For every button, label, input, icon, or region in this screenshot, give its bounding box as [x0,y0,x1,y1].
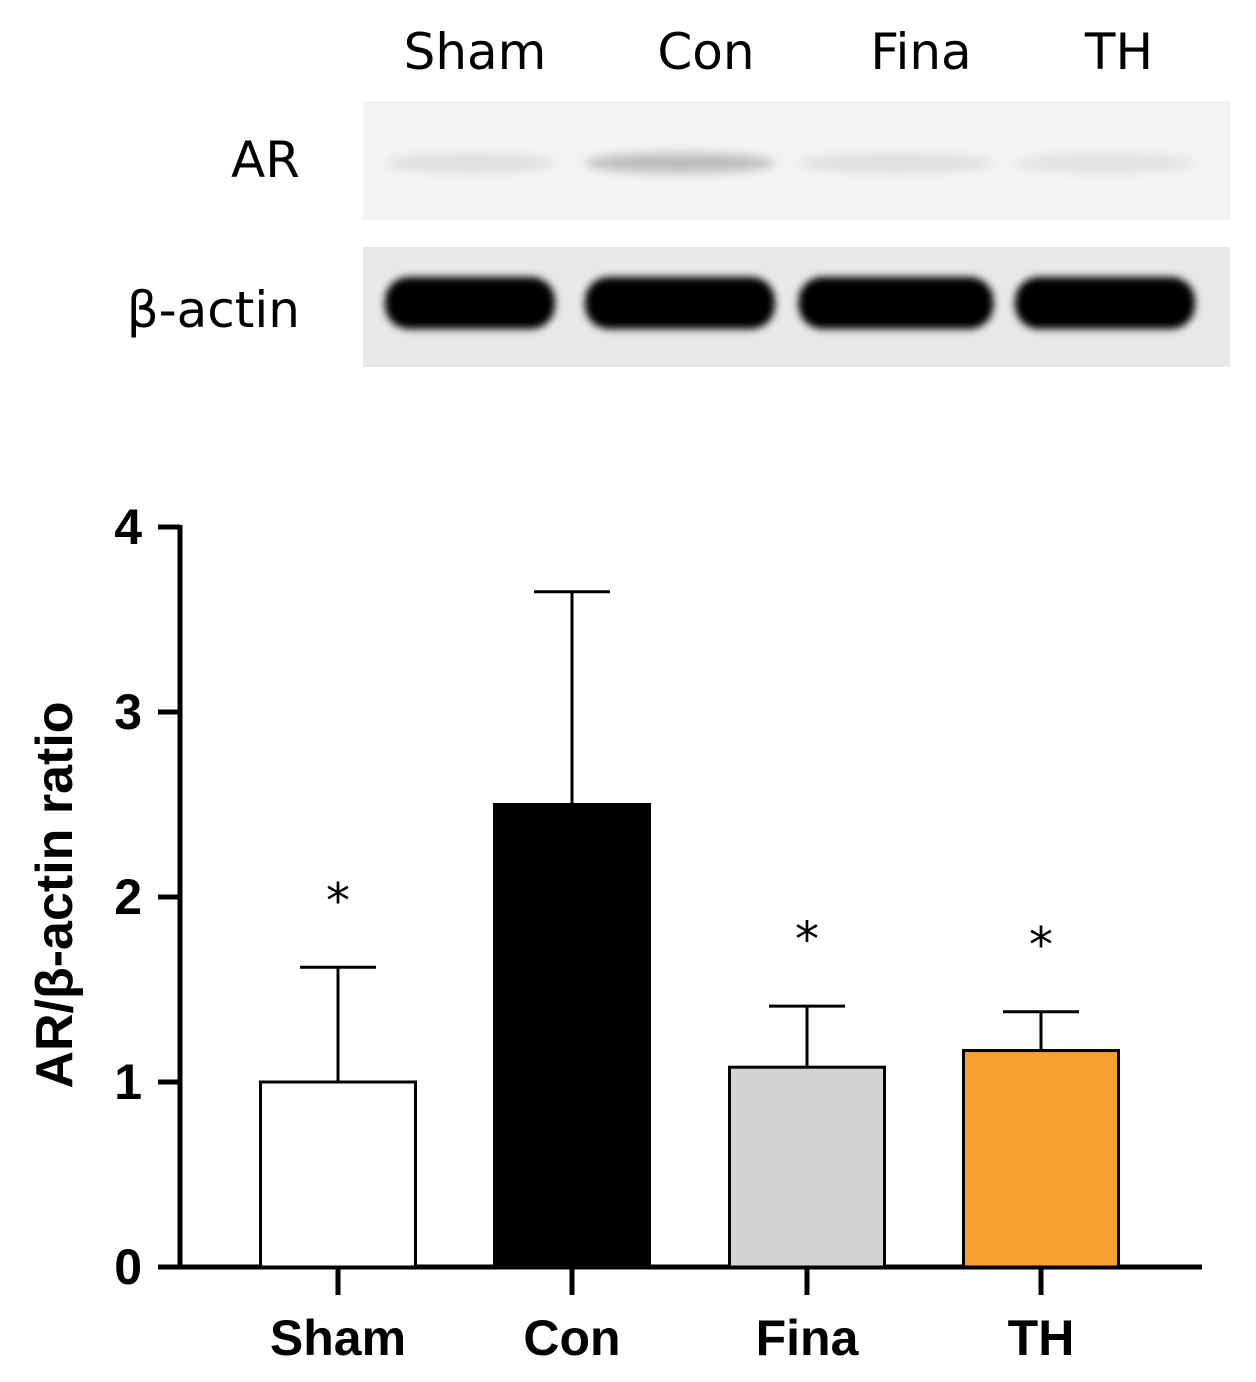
ar-band-th [1015,153,1195,173]
ar-band-sham [385,153,555,173]
blot-lane-label-th: TH [1084,23,1154,81]
blot-strip-beta-actin [363,247,1230,367]
y-tick-label-2: 2 [114,869,142,925]
significance-star-sham: * [326,873,350,929]
blot-row-label-beta-actin: β-actin [126,281,300,339]
y-tick-label-1: 1 [114,1054,142,1110]
ar-band-con [585,153,775,173]
blot-lane-label-fina: Fina [870,23,972,81]
beta-actin-band-fina [798,277,994,329]
beta-actin-band-con [585,277,775,329]
ar-band-fina [798,153,994,173]
beta-actin-band-th [1015,277,1195,329]
x-tick-label-con: Con [523,1310,620,1366]
blot-strip-ar [363,101,1230,220]
blot-lane-label-con: Con [657,23,755,81]
bar-fina [728,1065,886,1269]
x-tick-label-th: TH [1008,1310,1075,1366]
x-tick-label-fina: Fina [756,1310,860,1366]
bar-th [962,1049,1120,1269]
y-axis-label: AR/β-actin ratio [26,701,84,1088]
bar-con [493,803,651,1269]
significance-star-th: * [1029,918,1053,974]
y-tick-label-4: 4 [114,499,142,555]
significance-star-fina: * [795,912,819,968]
blot-row-label-ar: AR [231,131,300,189]
y-tick-label-0: 0 [114,1239,142,1295]
bar-sham [259,1080,417,1269]
beta-actin-band-sham [385,277,555,329]
blot-lane-label-sham: Sham [403,23,547,81]
y-tick-label-3: 3 [114,684,142,740]
x-tick-label-sham: Sham [270,1310,406,1366]
